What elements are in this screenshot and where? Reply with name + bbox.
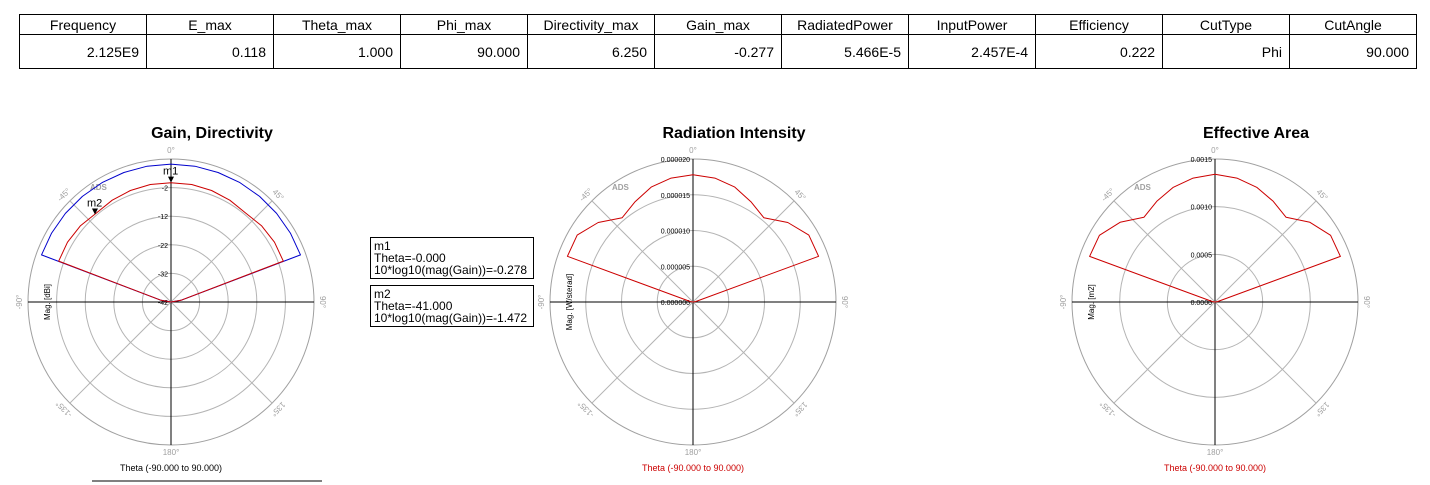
marker-triangle-m2 (91, 208, 98, 215)
radial-tick-label: -12 (158, 214, 168, 221)
y-axis-label: Mag. [m2] (1087, 284, 1096, 320)
marker-readout-line: 10*log10(mag(Gain))=-0.278 (374, 263, 528, 277)
polar-plot-effective-area: 0°45°90°135°180°-135°-90°-45° ADS0.00000.… (1059, 146, 1371, 473)
polar-grid-spoke (1214, 200, 1317, 303)
polar-plot-radiation-intensity: 0°45°90°135°180°-135°-90°-45° ADS0.000000… (537, 146, 849, 473)
table-cell-cutangle: 90.000 (1289, 34, 1417, 69)
table-header-directivity-max: Directivity_max (527, 14, 655, 35)
polar-angle-label: 180° (1207, 448, 1224, 457)
polar-grid-spoke (1113, 200, 1216, 303)
radial-tick-label: -22 (158, 243, 168, 250)
radial-tick-label: 0.0015 (1191, 157, 1213, 164)
polar-grid-spoke (692, 200, 795, 303)
radial-tick-label: 0.0000 (1191, 300, 1213, 307)
polar-grid-spoke (1214, 301, 1317, 404)
polar-angle-label: 180° (163, 448, 180, 457)
polar-grid-spoke (1113, 301, 1216, 404)
table-cell-inputpower: 2.457E-4 (908, 34, 1036, 69)
table-cell-gain-max: -0.277 (654, 34, 782, 69)
radial-tick-label: -42 (158, 300, 168, 307)
polar-angle-label: 45° (793, 187, 808, 202)
marker-readout-line: m2 (374, 287, 391, 301)
radial-tick-label: 0.000020 (661, 157, 690, 164)
polar-angle-label: 180° (685, 448, 702, 457)
marker-readout-line: 10*log10(mag(Gain))=-1.472 (374, 311, 528, 325)
x-axis-label: Theta (-90.000 to 90.000) (642, 463, 744, 473)
polar-grid-spoke (591, 301, 694, 404)
polar-angle-label: 0° (167, 146, 175, 155)
marker-readout-m2[interactable]: m2 Theta=-41.000 10*log10(mag(Gain))=-1.47… (370, 285, 534, 327)
table-header-frequency: Frequency (19, 14, 147, 35)
series-line-2 (58, 182, 284, 303)
radial-tick-label: 0.000015 (661, 193, 690, 200)
chart-title-radiation: Radiation Intensity (662, 125, 806, 142)
radial-tick-label: 0.0005 (1191, 252, 1213, 259)
polar-grid-spoke (170, 301, 273, 404)
ads-watermark: ADS (612, 183, 630, 192)
x-axis-label: Theta (-90.000 to 90.000) (1164, 463, 1266, 473)
ads-watermark: ADS (1134, 183, 1152, 192)
polar-angle-label: -90° (15, 295, 24, 310)
summary-table: Frequency E_max Theta_max Phi_max Directivit… (19, 14, 1417, 69)
marker-label-m1: m1 (163, 166, 178, 178)
marker-readout-m1[interactable]: m1 Theta=-0.000 10*log10(mag(Gain))=-0.278 (370, 237, 534, 279)
table-cell-e-max: 0.118 (146, 34, 274, 69)
chart-title-effective-area: Effective Area (1202, 125, 1310, 142)
y-axis-label: Mag. [W/sterad] (565, 274, 574, 330)
table-header-gain-max: Gain_max (654, 14, 782, 35)
table-header-phi-max: Phi_max (400, 14, 528, 35)
marker-label-m2: m2 (87, 198, 102, 210)
table-cell-efficiency: 0.222 (1035, 34, 1163, 69)
table-cell-theta-max: 1.000 (273, 34, 401, 69)
table-header-cutangle: CutAngle (1289, 14, 1417, 35)
polar-plot-gain: 0°45°90°135°180°-135°-90°-45° ADS -2-12-22… (15, 146, 327, 482)
polar-angle-label: 0° (1211, 146, 1219, 155)
chart-title-gain: Gain, Directivity (151, 125, 273, 142)
table-cell-radiatedpower: 5.466E-5 (781, 34, 909, 69)
table-header-radiatedpower: RadiatedPower (781, 14, 909, 35)
table-cell-phi-max: 90.000 (400, 34, 528, 69)
polar-angle-label: 90° (318, 296, 327, 308)
radial-tick-label: 0.000010 (661, 229, 690, 236)
table-header-theta-max: Theta_max (273, 14, 401, 35)
table-header-cuttype: CutType (1162, 14, 1290, 35)
table-header-efficiency: Efficiency (1035, 14, 1163, 35)
table-row: 2.125E9 0.118 1.000 90.000 6.250 -0.277 5.466E… (19, 34, 1417, 69)
marker-readout-line: Theta=-41.000 (374, 299, 453, 313)
series-line-1 (1089, 173, 1341, 303)
radial-tick-label: -2 (162, 186, 168, 193)
polar-angle-label: 90° (840, 296, 849, 308)
table-cell-cuttype: Phi (1162, 34, 1290, 69)
polar-angle-label: 45° (271, 187, 286, 202)
radial-tick-label: 0.000005 (661, 264, 690, 271)
marker-readout-line: m1 (374, 239, 391, 253)
x-axis-label: Theta (-90.000 to 90.000) (120, 463, 222, 473)
y-axis-label: Mag. [dBi] (43, 284, 52, 320)
table-header-e-max: E_max (146, 14, 274, 35)
table-cell-frequency: 2.125E9 (19, 34, 147, 69)
series-line-1 (41, 163, 301, 303)
polar-angle-label: 45° (1315, 187, 1330, 202)
ads-watermark: ADS (90, 183, 108, 192)
radial-tick-label: 0.0010 (1191, 205, 1213, 212)
radial-tick-label: -32 (158, 271, 168, 278)
marker-readout-line: Theta=-0.000 (374, 251, 446, 265)
table-header-inputpower: InputPower (908, 14, 1036, 35)
polar-grid-spoke (692, 301, 795, 404)
series-line-1 (566, 174, 820, 303)
polar-angle-label: -90° (1059, 295, 1068, 310)
polar-angle-label: 0° (689, 146, 697, 155)
polar-angle-label: 90° (1362, 296, 1371, 308)
table-cell-directivity-max: 6.250 (527, 34, 655, 69)
marker-triangle-m1 (168, 176, 174, 183)
polar-grid-spoke (170, 200, 273, 303)
polar-grid-spoke (591, 200, 694, 303)
polar-angle-label: -90° (537, 295, 546, 310)
polar-grid-spoke (69, 200, 172, 303)
table-header-row: Frequency E_max Theta_max Phi_max Directivit… (19, 14, 1417, 35)
radial-tick-label: 0.000000 (661, 300, 690, 307)
polar-grid-spoke (69, 301, 172, 404)
